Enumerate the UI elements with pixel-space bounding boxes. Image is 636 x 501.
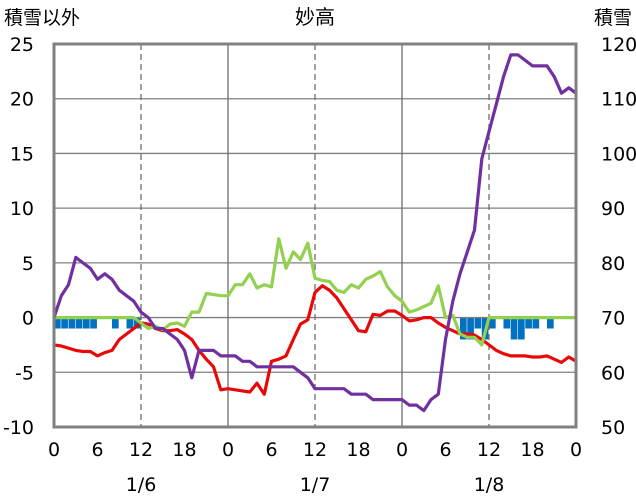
x-tick-label: 0 — [48, 439, 60, 461]
snowfall-bar — [518, 317, 525, 340]
x-tick-label: 18 — [346, 439, 370, 461]
chart-title: 妙高 — [295, 5, 335, 29]
snowfall-bar — [474, 317, 482, 329]
left-tick-label: -5 — [15, 362, 34, 384]
left-tick-label: 10 — [10, 198, 34, 220]
x-tick-label: 0 — [570, 439, 582, 461]
snowfall-bar — [503, 317, 511, 329]
date-label: 1/7 — [300, 474, 331, 496]
right-tick-label: 120 — [601, 34, 636, 56]
snowfall-bar — [68, 317, 76, 329]
snowfall-bar — [467, 317, 474, 340]
series-lines — [52, 53, 578, 413]
x-tick-label: 12 — [477, 439, 501, 461]
series-line — [52, 237, 578, 347]
snowfall-bar — [61, 317, 68, 329]
snowfall-bar — [460, 317, 467, 340]
left-tick-label: 5 — [22, 253, 34, 275]
left-tick-label: 20 — [10, 89, 34, 111]
x-tick-label: 18 — [172, 439, 196, 461]
left-axis-label: 積雪以外 — [4, 7, 80, 29]
right-tick-label: 100 — [601, 143, 636, 165]
snowfall-bar — [489, 317, 496, 329]
x-tick-label: 6 — [265, 439, 277, 461]
right-tick-label: 110 — [601, 89, 636, 111]
left-tick-label: 0 — [22, 308, 34, 330]
snowfall-bar — [532, 317, 540, 329]
x-tick-label: 0 — [396, 439, 408, 461]
x-tick-label: 6 — [439, 439, 451, 461]
snowfall-bar — [525, 317, 532, 329]
series-line — [52, 53, 578, 413]
snowfall-bar — [54, 317, 61, 329]
left-tick-label: -10 — [3, 417, 34, 439]
snowfall-bar — [83, 317, 90, 329]
x-tick-label: 0 — [222, 439, 234, 461]
left-tick-label: 25 — [10, 34, 34, 56]
date-label: 1/6 — [126, 474, 157, 496]
right-tick-label: 80 — [601, 253, 625, 275]
right-tick-label: 50 — [601, 417, 625, 439]
right-tick-label: 90 — [601, 198, 625, 220]
x-tick-label: 12 — [129, 439, 153, 461]
snowfall-bar — [112, 317, 119, 329]
snowfall-bar — [510, 317, 518, 340]
right-axis-label: 積雪 — [594, 7, 632, 29]
x-tick-label: 12 — [303, 439, 327, 461]
snowfall-bar — [547, 317, 554, 329]
snowfall-bar — [90, 317, 97, 329]
snowfall-bar — [126, 317, 134, 329]
snowfall-bar — [133, 317, 141, 329]
x-tick-label: 18 — [520, 439, 544, 461]
left-tick-label: 15 — [10, 143, 34, 165]
right-tick-label: 70 — [601, 308, 625, 330]
x-tick-label: 6 — [91, 439, 103, 461]
snowfall-bar — [75, 317, 83, 329]
right-tick-label: 60 — [601, 362, 625, 384]
date-label: 1/8 — [474, 474, 505, 496]
plot-frame — [52, 42, 578, 429]
